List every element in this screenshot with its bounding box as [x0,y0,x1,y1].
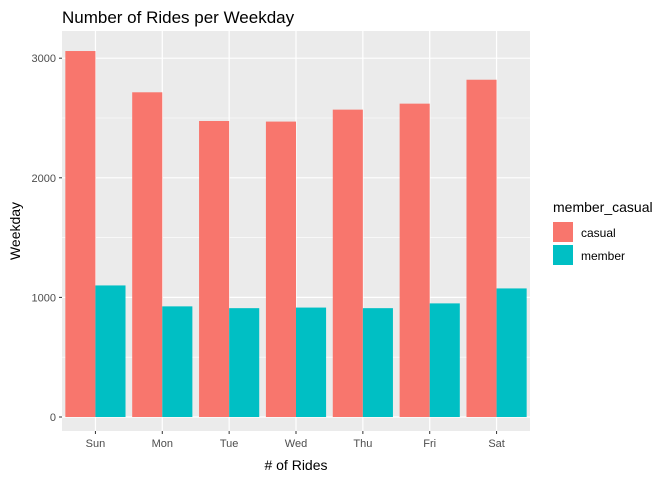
bar-member-wed [296,307,327,417]
bar-member-thu [362,308,393,417]
y-axis-title: Weekday [7,202,23,260]
y-tick-label: 3000 [32,53,56,65]
bar-member-sat [496,288,527,417]
x-tick-label-wed: Wed [285,438,307,450]
legend-swatch-member [553,245,573,265]
bar-casual-wed [265,121,296,417]
x-tick-label-thu: Thu [353,438,372,450]
legend-title: member_casual [553,199,653,215]
legend-swatch-casual [553,222,573,242]
bar-casual-sun [65,51,96,418]
bar-casual-mon [132,92,163,417]
bar-casual-thu [332,109,363,418]
bar-member-mon [162,306,193,417]
y-tick-label: 0 [50,412,56,424]
bar-casual-fri [399,103,430,417]
y-tick-label: 2000 [32,173,56,185]
x-tick-label-sat: Sat [488,438,505,450]
x-tick-label-tue: Tue [220,438,239,450]
bar-member-sun [95,285,126,417]
x-axis-title: # of Rides [264,457,327,473]
bars [65,51,527,418]
bar-casual-sat [466,79,497,417]
x-tick-label-sun: Sun [86,438,106,450]
bar-member-fri [429,303,460,417]
bar-member-tue [229,308,260,417]
x-tick-label-fri: Fri [423,438,436,450]
x-tick-label-mon: Mon [152,438,173,450]
y-tick-label: 1000 [32,292,56,304]
legend-label-casual: casual [581,226,616,240]
legend-label-member: member [581,249,625,263]
bar-casual-tue [199,120,230,418]
y-axis: 0 1000 2000 3000 [32,53,62,424]
x-axis: Sun Mon Tue Wed Thu Fri Sat [86,431,505,450]
chart-title: Number of Rides per Weekday [62,8,295,27]
legend: member_casual casual member [553,199,653,265]
